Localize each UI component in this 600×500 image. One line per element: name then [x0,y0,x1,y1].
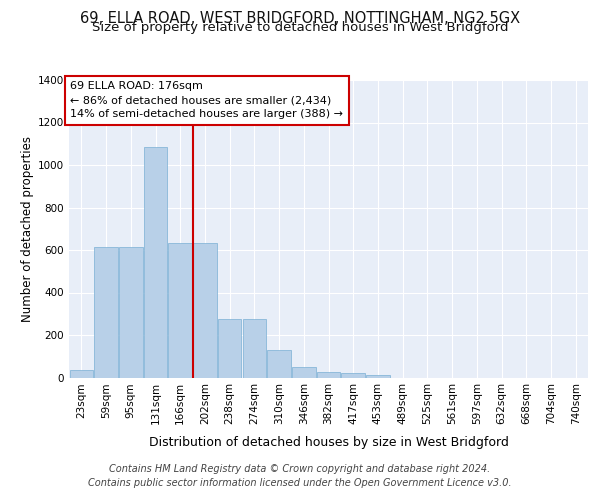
Text: Size of property relative to detached houses in West Bridgford: Size of property relative to detached ho… [92,21,508,34]
Y-axis label: Number of detached properties: Number of detached properties [21,136,34,322]
Bar [292,368,316,378]
Bar [341,373,365,378]
Text: 69, ELLA ROAD, WEST BRIDGFORD, NOTTINGHAM, NG2 5GX: 69, ELLA ROAD, WEST BRIDGFORD, NOTTINGHA… [80,11,520,26]
Text: Contains HM Land Registry data © Crown copyright and database right 2024.
Contai: Contains HM Land Registry data © Crown c… [88,464,512,487]
Bar [70,370,93,378]
Text: 69 ELLA ROAD: 176sqm
← 86% of detached houses are smaller (2,434)
14% of semi-de: 69 ELLA ROAD: 176sqm ← 86% of detached h… [70,81,343,119]
Bar [144,147,167,378]
X-axis label: Distribution of detached houses by size in West Bridgford: Distribution of detached houses by size … [149,436,508,448]
Bar [218,319,241,378]
Bar [119,247,143,378]
Bar [317,372,340,378]
Bar [268,350,291,378]
Bar [169,242,192,378]
Bar [193,242,217,378]
Bar [366,376,389,378]
Bar [94,247,118,378]
Bar [242,319,266,378]
